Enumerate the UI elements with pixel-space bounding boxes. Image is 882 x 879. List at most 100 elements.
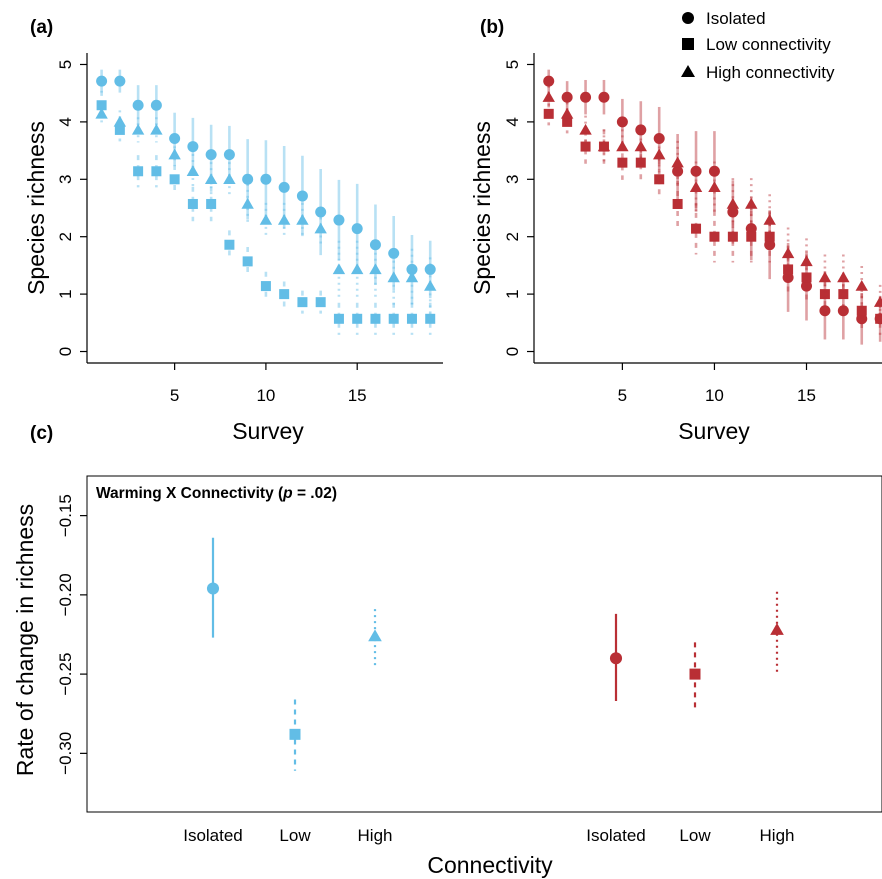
data-point-triangle (186, 165, 200, 176)
data-point-circle (223, 149, 235, 161)
data-point-circle (132, 99, 144, 111)
data-point-circle (205, 149, 217, 161)
data-point-square (856, 305, 867, 316)
panel-c-y-title: Rate of change in richness (12, 504, 38, 776)
panel-a-x-title: Survey (232, 418, 304, 444)
data-point-triangle (818, 271, 832, 283)
x-tick-label: 5 (170, 386, 179, 405)
data-point-circle (260, 173, 272, 185)
legend-label-isolated: Isolated (706, 9, 766, 28)
data-point-circle (278, 181, 290, 193)
data-point-triangle (855, 279, 868, 291)
y-tick-label: 0 (56, 347, 75, 356)
data-point-circle (406, 263, 418, 275)
x-category-label: Low (279, 826, 311, 845)
data-point-circle (801, 280, 813, 292)
data-point-square (388, 313, 399, 324)
panel-b: (b) 5 10 15 0 1 2 3 4 5 Survey Species richness (469, 17, 882, 444)
data-point-circle (708, 165, 720, 177)
rate-point-square (689, 668, 701, 680)
data-point-triangle (671, 156, 684, 168)
panel-b-label: (b) (480, 17, 504, 38)
x-category-label: High (760, 826, 795, 845)
data-point-circle (187, 141, 199, 153)
legend: Isolated Low connectivity High connectiv… (681, 9, 835, 82)
y-tick-label: 4 (56, 117, 75, 126)
data-point-circle (351, 223, 363, 235)
legend-label-high: High connectivity (706, 63, 835, 82)
panel-c-label: (c) (30, 423, 53, 444)
data-point-circle (242, 173, 254, 185)
data-point-square (875, 313, 882, 324)
data-point-square (333, 313, 344, 324)
y-tick-label: 3 (56, 175, 75, 184)
data-point-circle (672, 165, 684, 177)
data-point-triangle (259, 213, 273, 225)
data-point-square (206, 198, 217, 209)
y-tick-label: 1 (56, 289, 75, 298)
rate-point-circle (609, 652, 623, 665)
data-point-circle (635, 124, 647, 136)
x-category-label: Low (679, 826, 711, 845)
data-point-triangle (296, 213, 309, 225)
data-point-circle (745, 223, 757, 235)
x-tick-label: 10 (256, 386, 275, 405)
y-tick-label: −0.15 (56, 494, 75, 537)
data-point-circle (424, 263, 436, 275)
y-tick-label: 2 (56, 232, 75, 241)
data-point-triangle (223, 173, 236, 185)
data-point-triangle (560, 107, 574, 119)
y-tick-label: −0.25 (56, 653, 75, 696)
x-category-label: Isolated (586, 826, 646, 845)
y-tick-label: 3 (503, 175, 522, 184)
data-point-circle (653, 133, 665, 145)
data-point-square (96, 100, 107, 111)
data-point-circle (169, 133, 181, 145)
data-point-circle (96, 75, 108, 87)
data-point-square (187, 198, 198, 209)
data-point-square (114, 124, 125, 135)
panel-b-x-title: Survey (678, 418, 750, 444)
data-point-circle (819, 305, 831, 317)
data-point-triangle (150, 123, 163, 135)
data-point-square (151, 166, 162, 177)
data-point-triangle (873, 296, 882, 307)
panel-a-label: (a) (30, 17, 53, 38)
legend-circle-marker (682, 12, 694, 24)
data-point-triangle (387, 271, 400, 283)
data-point-triangle (800, 255, 813, 267)
annotation-prefix: Warming X Connectivity ( (96, 485, 284, 502)
data-point-square (709, 231, 720, 242)
data-point-circle (616, 116, 628, 128)
data-point-triangle (350, 263, 364, 275)
data-point-square (260, 281, 271, 292)
data-point-triangle (332, 263, 346, 275)
data-point-square (727, 231, 738, 242)
data-point-triangle (113, 115, 127, 127)
panel-a-y-title: Species richness (23, 121, 49, 295)
data-point-square (242, 256, 253, 267)
y-tick-label: 0 (503, 347, 522, 356)
rate-point-triangle (368, 629, 382, 642)
legend-square-marker (682, 38, 694, 50)
data-point-triangle (689, 181, 703, 193)
data-point-square (746, 231, 757, 242)
panel-c-frame (86, 475, 882, 813)
data-point-square (838, 289, 849, 300)
data-point-triangle (168, 148, 181, 160)
data-point-square (654, 174, 665, 185)
data-point-square (617, 157, 628, 168)
data-point-square (562, 116, 573, 127)
x-category-label: High (358, 826, 393, 845)
y-tick-label: 5 (56, 60, 75, 69)
x-tick-label: 15 (348, 386, 367, 405)
data-point-triangle (424, 279, 437, 291)
data-point-triangle (745, 197, 758, 209)
data-point-circle (114, 75, 126, 87)
data-point-circle (296, 190, 308, 202)
data-point-square (691, 223, 702, 234)
rate-point-square (289, 728, 301, 740)
panel-a: (a) 5 10 15 0 1 2 3 4 5 Survey Species richness (23, 17, 443, 444)
x-tick-label: 15 (797, 386, 816, 405)
data-point-square (315, 297, 326, 308)
